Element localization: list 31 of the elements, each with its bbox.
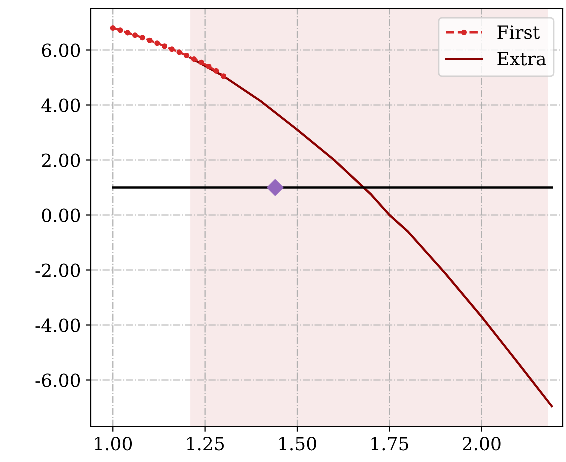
point bbox=[220, 74, 227, 80]
point bbox=[191, 56, 198, 62]
legend-label: Extra bbox=[498, 52, 546, 66]
y-tick-label: 4.00 bbox=[42, 98, 80, 112]
y-tick-label: 0.00 bbox=[42, 208, 80, 222]
point bbox=[154, 40, 160, 46]
point bbox=[184, 52, 190, 59]
point bbox=[147, 38, 153, 44]
x-tick-label: 1.00 bbox=[95, 437, 132, 451]
y-tick-label: 6.00 bbox=[42, 44, 80, 58]
point bbox=[176, 50, 182, 56]
y-tick-label: -2.00 bbox=[36, 264, 80, 278]
point bbox=[214, 68, 220, 74]
y-tick-label: 2.00 bbox=[42, 154, 80, 168]
point bbox=[206, 64, 212, 70]
point bbox=[162, 44, 168, 50]
y-tick-label: -4.00 bbox=[36, 318, 80, 332]
point bbox=[267, 179, 284, 196]
point bbox=[125, 30, 131, 36]
point bbox=[132, 32, 138, 38]
x-tick-label: 1.25 bbox=[187, 437, 224, 451]
point bbox=[169, 46, 175, 52]
y-tick-label: -6.00 bbox=[36, 374, 80, 388]
x-tick-label: 2.00 bbox=[463, 437, 501, 451]
point bbox=[198, 60, 204, 66]
legend-label: First bbox=[498, 26, 540, 40]
x-tick-label: 1.75 bbox=[372, 437, 408, 451]
point bbox=[140, 35, 146, 41]
point bbox=[118, 28, 124, 34]
x-tick-label: 1.50 bbox=[280, 437, 316, 451]
point bbox=[110, 25, 116, 32]
